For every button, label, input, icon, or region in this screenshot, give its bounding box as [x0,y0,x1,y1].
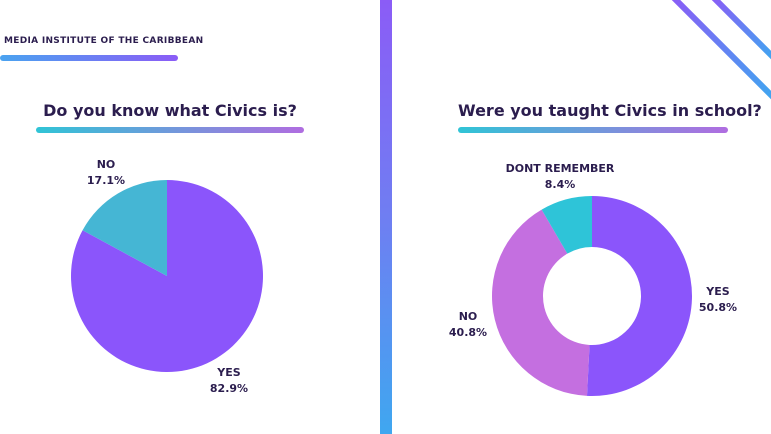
label-dont-remember: DONT REMEMBER [506,162,615,175]
slice-no [82,180,167,276]
value-label-no: 17.1% [87,174,125,187]
slice-yes [586,196,693,396]
brand-name: MEDIA INSTITUTE OF THE CARIBBEAN [4,36,204,46]
corner-stripe-2 [711,0,771,60]
label-no: NO [97,158,116,171]
label-yes: YES [705,285,729,298]
chart-2-title: Were you taught Civics in school? [458,101,762,120]
center-divider [380,0,392,434]
chart-1-title-underline [36,127,304,133]
slice-yes [70,180,263,372]
label-no: NO [459,310,478,323]
value-label-yes: 82.9% [210,382,248,395]
value-label-no: 40.8% [449,326,487,339]
slice-dont-remember [541,196,592,254]
value-label-dont-remember: 8.4% [545,178,576,191]
corner-stripe-1 [671,0,771,100]
brand-underline [0,55,178,61]
value-label-yes: 50.8% [699,301,737,314]
slice-no [492,209,590,396]
chart-1-title: Do you know what Civics is? [43,101,297,120]
chart-2-title-underline [458,127,728,133]
label-yes: YES [216,366,240,379]
